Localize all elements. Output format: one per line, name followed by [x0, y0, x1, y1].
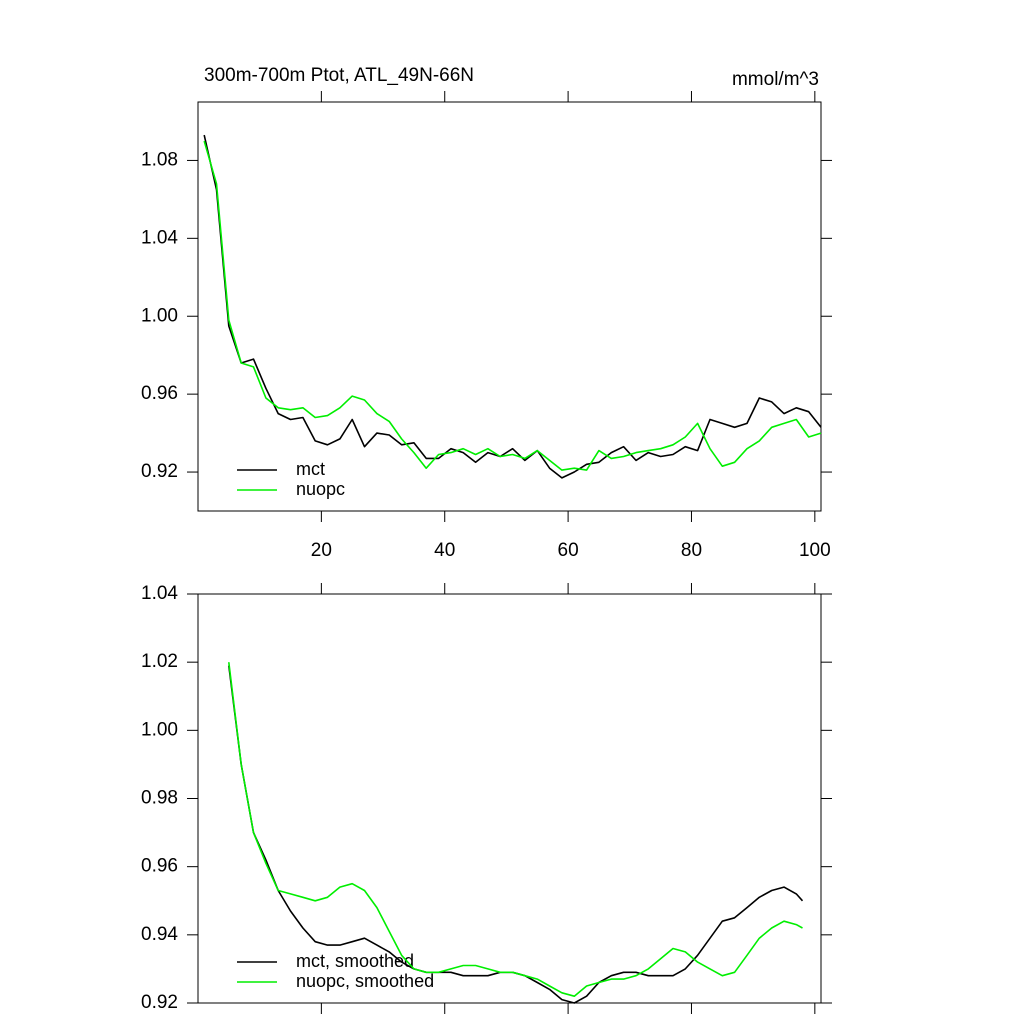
- data-line: [228, 662, 803, 997]
- legend-label: nuopc, smoothed: [296, 971, 434, 991]
- y-tick-label: 1.02: [141, 651, 178, 672]
- chart-title: 300m-700m Ptot, ATL_49N-66N: [204, 65, 474, 86]
- data-line: [203, 134, 822, 479]
- y-tick-label: 1.04: [141, 227, 178, 248]
- x-tick-label: 80: [681, 540, 702, 561]
- y-tick-label: 0.92: [141, 461, 178, 482]
- legend-label: mct, smoothed: [296, 951, 414, 971]
- y-tick-label: 0.92: [141, 992, 178, 1013]
- legend-label: mct: [296, 459, 325, 479]
- y-tick-label: 1.00: [141, 305, 178, 326]
- x-tick-label: 60: [558, 540, 579, 561]
- units-label: mmol/m^3: [732, 69, 819, 90]
- y-tick-label: 0.96: [141, 383, 178, 404]
- y-tick-label: 0.96: [141, 856, 178, 877]
- y-tick-label: 1.00: [141, 719, 178, 740]
- y-tick-label: 1.04: [141, 583, 178, 604]
- legend-label: nuopc: [296, 479, 345, 499]
- data-line: [203, 140, 822, 471]
- plot-frame: [197, 593, 822, 1004]
- y-tick-label: 0.94: [141, 924, 178, 945]
- x-tick-label: 100: [799, 540, 831, 561]
- y-tick-label: 1.08: [141, 149, 178, 170]
- x-tick-label: 20: [311, 540, 332, 561]
- plot-frame: [197, 101, 822, 512]
- x-tick-label: 40: [434, 540, 455, 561]
- y-tick-label: 0.98: [141, 788, 178, 809]
